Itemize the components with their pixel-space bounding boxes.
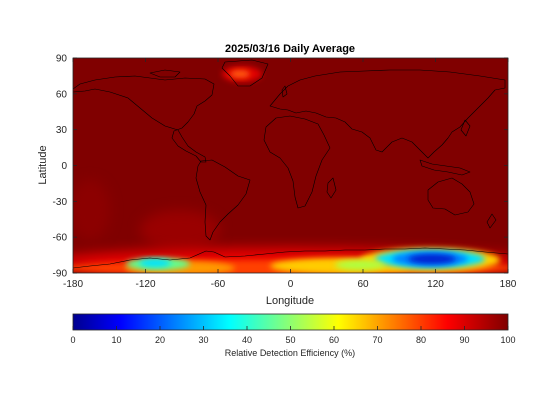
x-tick-label: 180 bbox=[500, 279, 517, 290]
x-tick-label: -60 bbox=[211, 279, 226, 290]
coastline-maritime-asia bbox=[419, 159, 471, 176]
coastline-british-isles bbox=[281, 85, 288, 98]
colorbar-tick-label: 70 bbox=[372, 335, 382, 345]
x-tick-label: 0 bbox=[288, 279, 294, 290]
coastlines bbox=[73, 59, 508, 269]
x-tick-label: -120 bbox=[135, 279, 155, 290]
antarctic-indian-sector bbox=[375, 250, 485, 268]
colorbar-tick-label: 50 bbox=[285, 335, 295, 345]
colorbar-tick-label: 40 bbox=[242, 335, 252, 345]
coastline-japan bbox=[460, 119, 471, 137]
field-variation bbox=[140, 210, 220, 250]
coastline-madagascar bbox=[326, 177, 337, 199]
x-tick-label: -180 bbox=[63, 279, 83, 290]
greenland-anomaly bbox=[222, 66, 262, 82]
antarctic-pacific-sector bbox=[126, 258, 190, 270]
x-tick-label: 60 bbox=[357, 279, 369, 290]
coastline-south-america bbox=[195, 159, 251, 241]
y-tick-label: -60 bbox=[53, 233, 68, 244]
field-variation bbox=[73, 180, 110, 240]
coastline-australia bbox=[427, 177, 475, 216]
colorbar-tick-label: 60 bbox=[329, 335, 339, 345]
coastline-greenland bbox=[221, 59, 269, 87]
coastline-antarctica bbox=[73, 247, 508, 269]
colorbar-tick-label: 20 bbox=[155, 335, 165, 345]
colorbar bbox=[73, 314, 508, 330]
x-tick-label: 120 bbox=[427, 279, 444, 290]
x-axis-label: Longitude bbox=[266, 295, 314, 307]
colorbar-tick-label: 80 bbox=[416, 335, 426, 345]
y-tick-label: -90 bbox=[53, 269, 68, 280]
coastline-europe-asia bbox=[269, 69, 506, 159]
y-tick-label: 0 bbox=[61, 161, 67, 172]
coastline-new-zealand bbox=[486, 213, 497, 229]
y-tick-label: 30 bbox=[56, 125, 68, 136]
detection-efficiency-map bbox=[73, 58, 508, 273]
y-tick-label: 90 bbox=[56, 54, 68, 65]
antarctic-atlantic-sector bbox=[335, 260, 385, 270]
x-axis: -180 -120 -60 0 60 120 180 bbox=[63, 58, 517, 290]
colorbar-label: Relative Detection Efficiency (%) bbox=[225, 348, 355, 358]
coastline-africa bbox=[263, 115, 331, 209]
y-tick-label: 60 bbox=[56, 89, 68, 100]
colorbar-tick-label: 90 bbox=[459, 335, 469, 345]
colorbar-ticks: 0 10 20 30 40 50 60 70 80 90 100 bbox=[70, 326, 516, 345]
y-axis: -90 -60 -30 0 30 60 90 bbox=[53, 54, 508, 280]
colorbar-tick-label: 100 bbox=[500, 335, 515, 345]
colorbar-tick-label: 10 bbox=[111, 335, 121, 345]
y-axis-label: Latitude bbox=[37, 145, 49, 184]
coastline-arctic-islands bbox=[149, 69, 181, 78]
colorbar-tick-label: 0 bbox=[70, 335, 75, 345]
map-title: 2025/03/16 Daily Average bbox=[225, 43, 355, 55]
y-tick-label: -30 bbox=[53, 197, 68, 208]
colorbar-tick-label: 30 bbox=[198, 335, 208, 345]
coastline-north-america bbox=[73, 75, 215, 163]
